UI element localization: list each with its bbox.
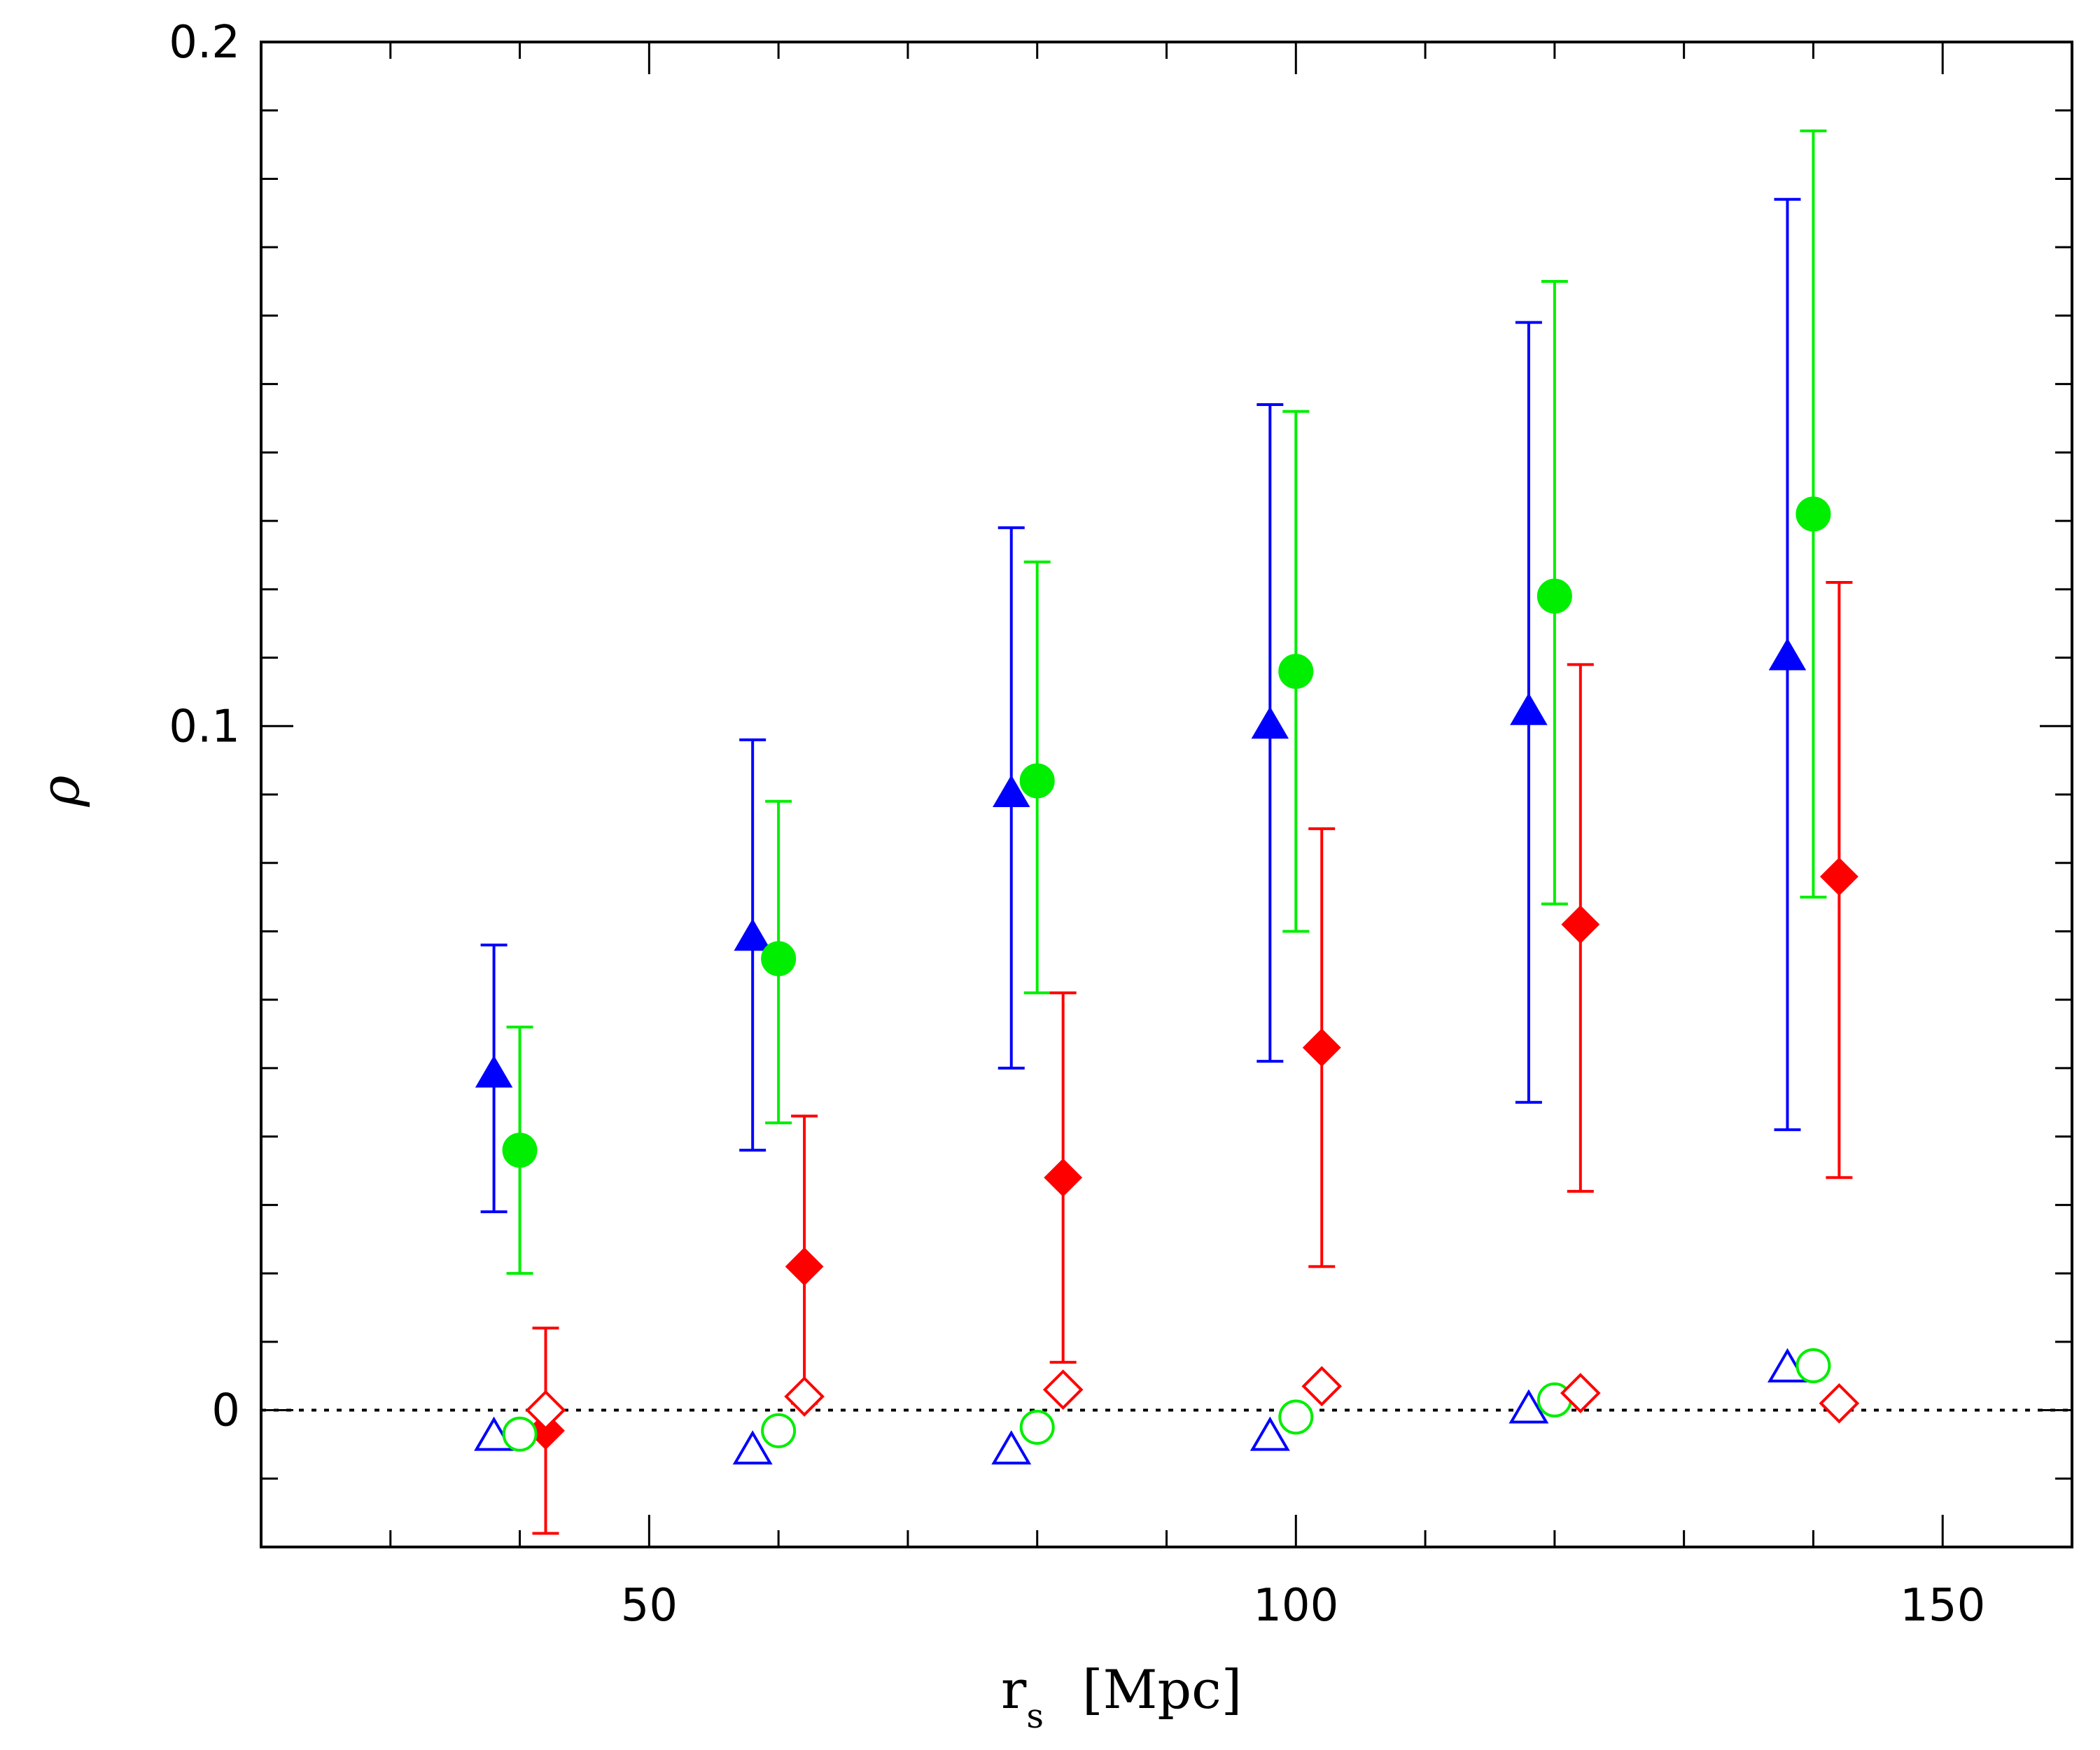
- red-open-diamond-point: [1301, 1366, 1343, 1407]
- blue-filled-triangle-point: [475, 1055, 513, 1088]
- green-open-circle-point: [1278, 1399, 1314, 1435]
- x-tick-label: 150: [1900, 1580, 1985, 1632]
- x-axis-label-main: r: [1001, 1658, 1027, 1721]
- green-filled-circle-point: [502, 1133, 538, 1168]
- green-filled-circle-point: [1795, 496, 1831, 532]
- green-filled-circle-point: [1278, 654, 1314, 690]
- green-filled-circle-point: [1536, 578, 1572, 614]
- green-open-circle-point: [1019, 1409, 1055, 1445]
- blue-filled-triangle-point: [1768, 638, 1807, 671]
- x-tick-label: 100: [1253, 1580, 1338, 1632]
- green-filled-circle-point: [761, 941, 797, 976]
- blue-filled-triangle-point: [1251, 706, 1289, 739]
- green-open-circle-point: [502, 1416, 538, 1452]
- red-filled-diamond-point: [785, 1247, 824, 1286]
- blue-open-triangle-point: [1508, 1389, 1549, 1424]
- blue-open-triangle-point: [991, 1430, 1032, 1465]
- blue-open-triangle-point: [732, 1430, 773, 1465]
- green-open-circle-point: [1795, 1348, 1831, 1384]
- error-bars: [480, 130, 1853, 1535]
- red-filled-diamond-point: [1819, 857, 1858, 896]
- red-open-diamond-point: [525, 1390, 566, 1431]
- x-tick-label: 50: [621, 1580, 678, 1632]
- axis-ticks: [261, 42, 2072, 1547]
- blue-filled-triangle-point: [993, 775, 1030, 807]
- blue-filled-triangle-point: [1510, 692, 1548, 725]
- plot-frame: [260, 41, 2073, 1548]
- red-open-diamond-point: [1042, 1369, 1084, 1410]
- y-tick-label: 0.2: [169, 17, 240, 69]
- red-filled-diamond-point: [1561, 905, 1600, 944]
- y-axis-label: ρ: [29, 775, 91, 807]
- blue-filled-triangle-point: [734, 918, 771, 951]
- red-filled-diamond-point: [1302, 1028, 1341, 1068]
- tick-labels: 50 100 150 0 0.1 0.2: [169, 17, 1985, 1632]
- red-open-diamond-point: [1819, 1382, 1860, 1424]
- green-open-circle-point: [761, 1413, 797, 1448]
- x-axis-label: rs [Mpc]: [1001, 1658, 1242, 1736]
- y-tick-label: 0.1: [169, 701, 240, 752]
- data-markers: [474, 496, 1860, 1465]
- y-tick-label: 0: [211, 1385, 240, 1437]
- x-axis-label-unit: [Mpc]: [1082, 1658, 1242, 1721]
- red-open-diamond-point: [784, 1376, 825, 1417]
- x-axis-label-subscript: s: [1026, 1697, 1044, 1736]
- blue-open-triangle-point: [1250, 1416, 1290, 1451]
- green-filled-circle-point: [1019, 763, 1055, 799]
- red-open-diamond-point: [1560, 1373, 1601, 1413]
- red-filled-diamond-point: [1044, 1158, 1083, 1197]
